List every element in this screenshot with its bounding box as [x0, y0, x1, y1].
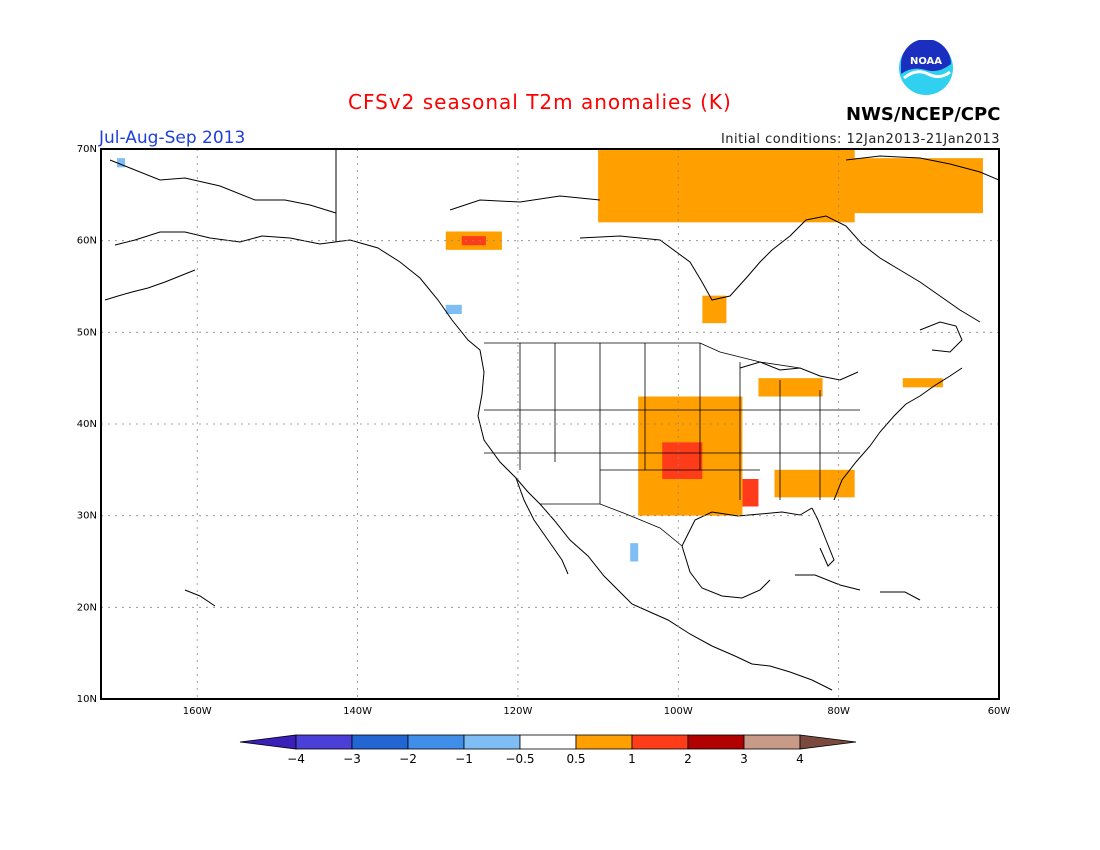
anomaly-region-10: [702, 295, 727, 324]
hispaniola: [880, 591, 921, 601]
cuba: [795, 574, 861, 591]
colorbar-legend: −4 −3 −2 −1 −0.5 0.5 1 2 3 4: [239, 734, 857, 766]
central-america: [751, 663, 833, 691]
anomaly-region-11: [117, 158, 126, 168]
colorbar-label: 0.5: [566, 752, 585, 766]
alaska-coast: [109, 159, 337, 214]
colorbar-swatch: [687, 734, 745, 750]
lon-tick-label: 60W: [988, 706, 1011, 717]
anomaly-region-5: [662, 442, 703, 479]
anomaly-region-6: [742, 479, 759, 507]
colorbar-label: −2: [399, 752, 417, 766]
lat-tick-label: 20N: [77, 602, 97, 613]
alaska-south-coast: [114, 231, 481, 351]
colorbar-label: −1: [455, 752, 473, 766]
lat-tick-label: 30N: [77, 511, 97, 522]
colorbar-swatch: [295, 734, 353, 750]
colorbar-swatch: [407, 734, 465, 750]
colorbar-swatch: [743, 734, 801, 750]
anomaly-region-7: [774, 469, 855, 498]
noaa-logo: NOAA: [899, 40, 953, 95]
anomaly-region-8: [758, 378, 823, 397]
colorbar-right-arrow: [799, 734, 857, 750]
initial-conditions: Initial conditions: 12Jan2013-21Jan2013: [720, 132, 1000, 147]
lat-tick-label: 40N: [77, 419, 97, 430]
colorbar-swatch: [519, 734, 577, 750]
map-frame: [100, 148, 1000, 700]
newfoundland: [919, 321, 963, 353]
colorbar-swatch: [575, 734, 633, 750]
colorbar-swatch: [631, 734, 689, 750]
us-mexico-border: [540, 503, 683, 547]
colorbar-left-arrow: [239, 734, 297, 750]
forecast-period: Jul-Aug-Sep 2013: [99, 128, 246, 148]
yucatan: [681, 545, 771, 599]
colorbar-label: −4: [287, 752, 305, 766]
aleutians: [104, 269, 196, 301]
baja: [515, 477, 569, 575]
great-lakes: [739, 361, 859, 381]
logo-text: NOAA: [910, 56, 942, 67]
latitude-labels: 10N 20N 30N 40N 50N 60N 70N: [77, 144, 97, 705]
lon-tick-label: 100W: [664, 706, 693, 717]
state-lines: [484, 343, 860, 504]
anomaly-fills: [117, 149, 983, 562]
east-coast: [833, 367, 963, 501]
colorbar-swatch: [351, 734, 409, 750]
colorbar-label: 2: [684, 752, 692, 766]
hawaii: [184, 589, 216, 607]
longitude-labels: 160W 140W 120W 100W 80W 60W: [183, 706, 1011, 717]
state-borders: [484, 342, 860, 547]
anomaly-region-9: [902, 378, 943, 388]
lat-lon-grid: [101, 149, 999, 699]
labrador: [789, 215, 981, 323]
lat-tick-label: 70N: [77, 144, 97, 155]
us-canada-border: [484, 342, 801, 369]
lon-tick-label: 120W: [503, 706, 532, 717]
colorbar-swatch: [463, 734, 521, 750]
lat-tick-label: 10N: [77, 694, 97, 705]
lat-tick-label: 50N: [77, 327, 97, 338]
greenland: [845, 155, 999, 181]
anomaly-region-12: [445, 304, 462, 314]
lon-tick-label: 160W: [183, 706, 212, 717]
colorbar-label: 3: [740, 752, 748, 766]
agency-label: NWS/NCEP/CPC: [846, 104, 1001, 125]
colorbar-label: 1: [628, 752, 636, 766]
florida: [811, 507, 835, 567]
colorbar-label: 4: [796, 752, 804, 766]
gulf-coast: [681, 507, 813, 547]
chart-title: CFSv2 seasonal T2m anomalies (K): [348, 90, 732, 114]
lat-tick-label: 60N: [77, 236, 97, 247]
colorbar-label: −0.5: [505, 752, 534, 766]
anomaly-region-0: [598, 149, 855, 223]
coastlines: [104, 149, 999, 691]
arctic-islands: [449, 195, 601, 211]
lon-tick-label: 80W: [827, 706, 850, 717]
hudson-bay: [579, 235, 791, 301]
anomaly-region-1: [838, 158, 983, 214]
anomaly-region-13: [630, 543, 639, 562]
colorbar-label: −3: [343, 752, 361, 766]
lon-tick-label: 140W: [343, 706, 372, 717]
